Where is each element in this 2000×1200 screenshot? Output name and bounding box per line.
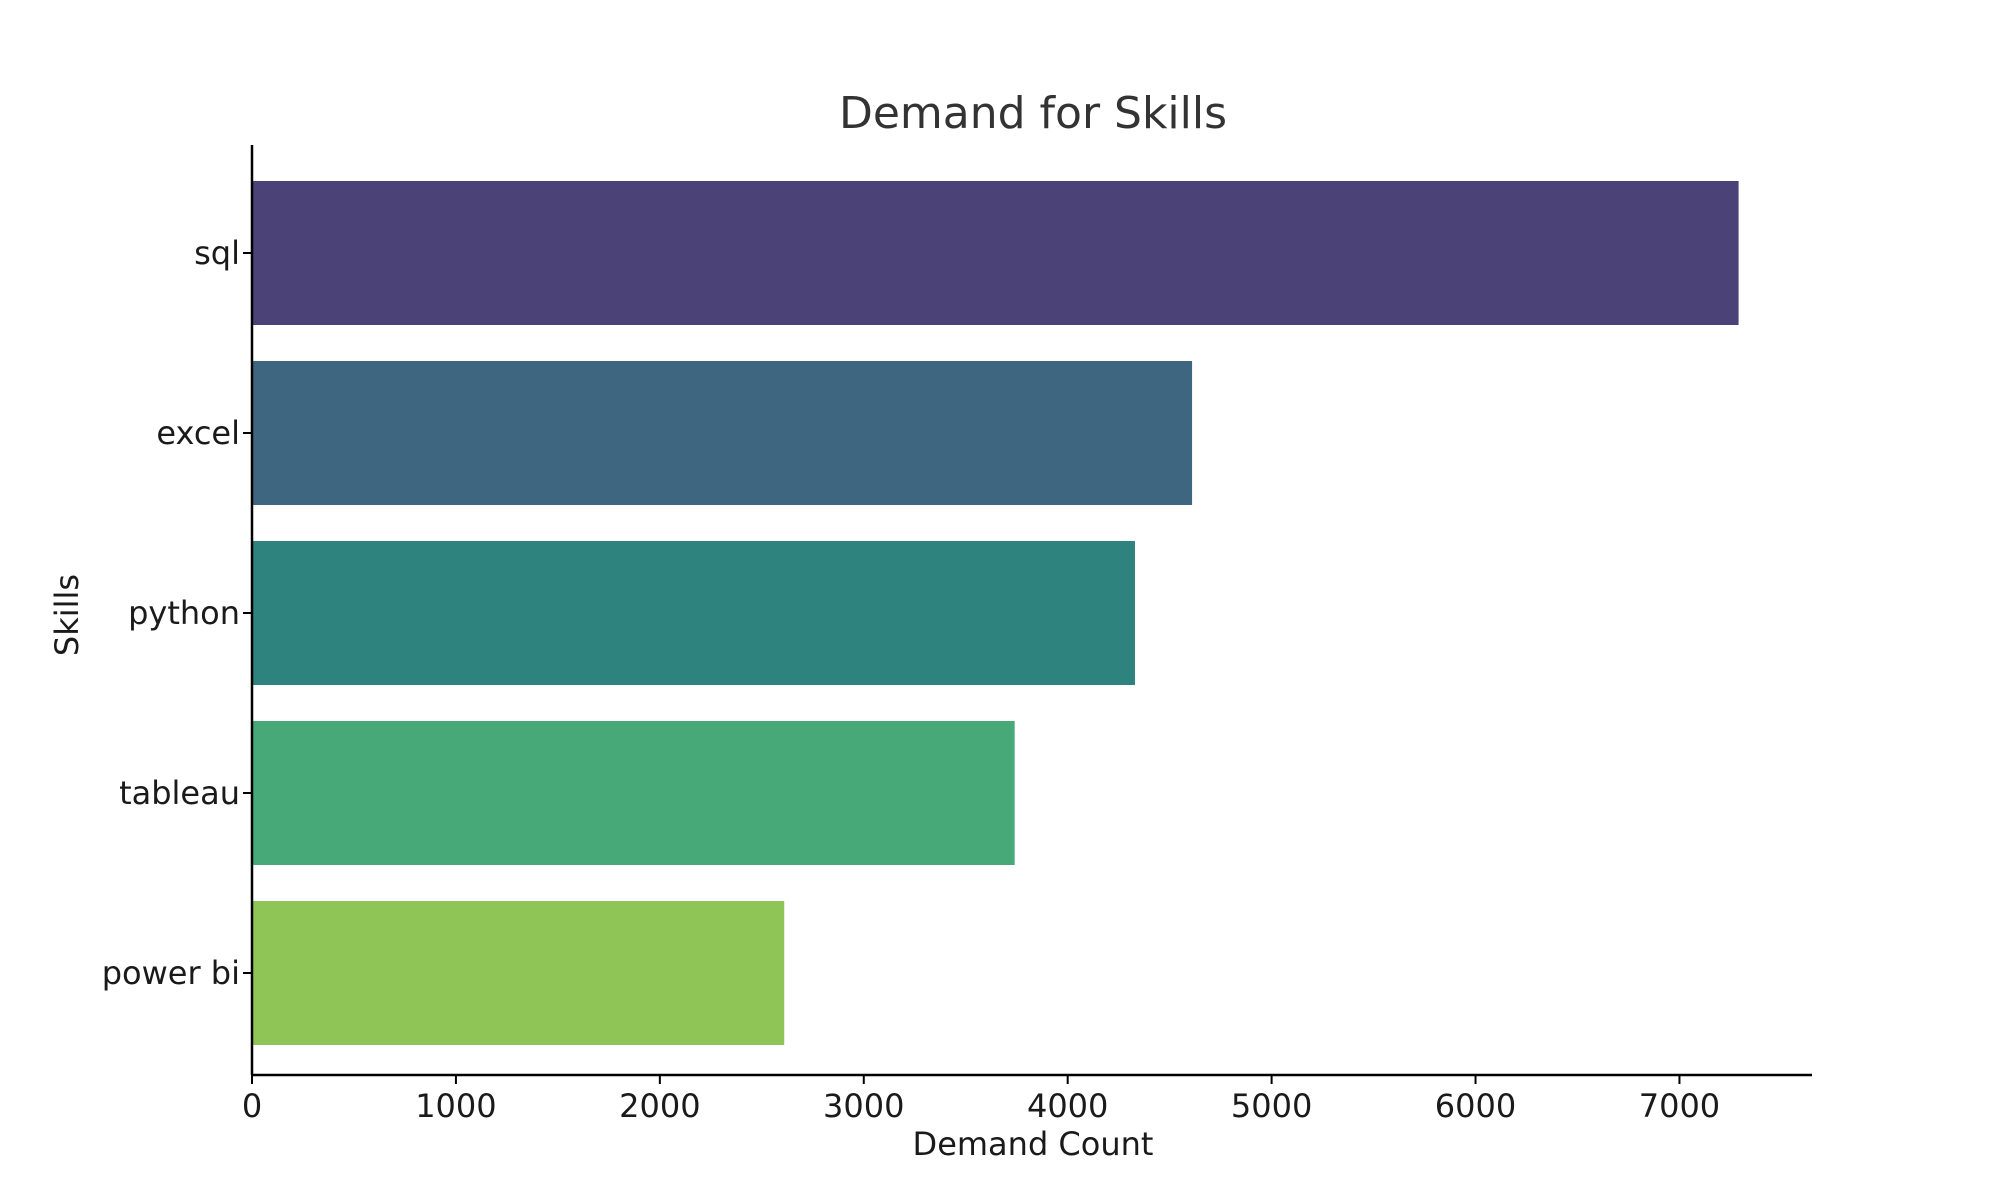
y-axis-ticks: sql excel python tableau power bi	[102, 234, 252, 992]
y-axis-label: Skills	[48, 574, 86, 656]
x-axis-ticks: 0 1000 2000 3000 4000 5000 6000 7000	[242, 1075, 1720, 1125]
y-tick-label-sql: sql	[194, 234, 240, 272]
bar-python	[252, 541, 1135, 685]
bar-power-bi	[252, 901, 785, 1045]
x-tick-label-1000: 1000	[415, 1087, 496, 1125]
x-tick-label-7000: 7000	[1639, 1087, 1720, 1125]
x-tick-label-3000: 3000	[823, 1087, 904, 1125]
bar-tableau	[252, 721, 1015, 865]
chart-title: Demand for Skills	[839, 88, 1227, 139]
y-tick-label-excel: excel	[156, 414, 240, 452]
x-tick-label-6000: 6000	[1435, 1087, 1516, 1125]
bar-excel	[252, 361, 1193, 505]
x-tick-label-2000: 2000	[619, 1087, 700, 1125]
x-tick-label-0: 0	[242, 1087, 262, 1125]
y-tick-label-tableau: tableau	[119, 774, 240, 812]
bars-group	[252, 181, 1739, 1045]
bar-sql	[252, 181, 1739, 325]
x-tick-label-4000: 4000	[1027, 1087, 1108, 1125]
y-tick-label-power-bi: power bi	[102, 954, 240, 992]
x-tick-label-5000: 5000	[1231, 1087, 1312, 1125]
x-axis-label: Demand Count	[913, 1125, 1154, 1163]
y-tick-label-python: python	[128, 594, 240, 632]
